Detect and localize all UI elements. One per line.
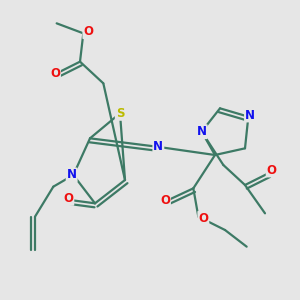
Text: O: O (160, 194, 170, 206)
Text: N: N (197, 125, 207, 138)
Text: O: O (198, 212, 208, 225)
Text: O: O (267, 164, 277, 176)
Text: N: N (153, 140, 163, 153)
Text: O: O (63, 192, 73, 205)
Text: O: O (50, 67, 60, 80)
Text: S: S (116, 107, 124, 120)
Text: O: O (83, 25, 93, 38)
Text: N: N (67, 169, 77, 182)
Text: N: N (245, 109, 255, 122)
